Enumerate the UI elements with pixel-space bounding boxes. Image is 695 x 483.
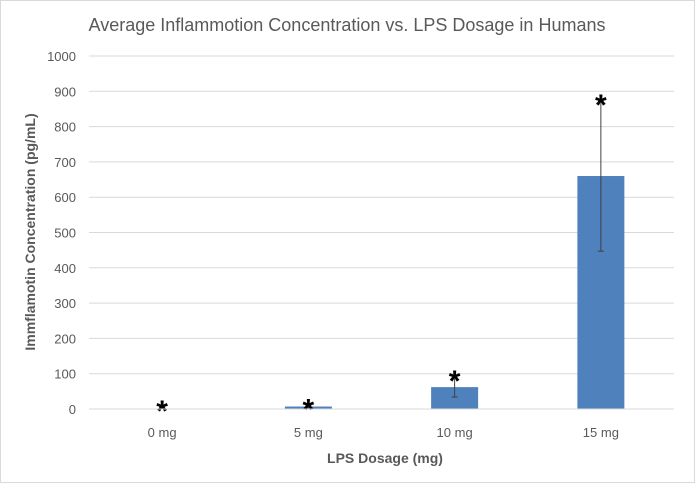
significance-asterisk: * bbox=[595, 89, 607, 122]
y-tick-label: 700 bbox=[54, 155, 76, 170]
significance-asterisk: * bbox=[156, 395, 168, 428]
y-tick-label: 300 bbox=[54, 296, 76, 311]
y-tick-label: 100 bbox=[54, 367, 76, 382]
y-tick-label: 200 bbox=[54, 331, 76, 346]
x-axis-label: LPS Dosage (mg) bbox=[327, 450, 443, 466]
y-tick-label: 600 bbox=[54, 190, 76, 205]
x-tick-label: 5 mg bbox=[294, 425, 323, 440]
y-tick-label: 800 bbox=[54, 120, 76, 135]
y-tick-label: 0 bbox=[69, 402, 76, 417]
bar-10-mg bbox=[431, 387, 479, 409]
significance-markers: * * * * bbox=[156, 89, 607, 428]
x-tick-label: 10 mg bbox=[437, 425, 473, 440]
x-axis-ticks: 0 mg 5 mg 10 mg 15 mg bbox=[148, 425, 619, 440]
y-tick-label: 500 bbox=[54, 226, 76, 241]
y-tick-label: 900 bbox=[54, 84, 76, 99]
x-tick-label: 15 mg bbox=[583, 425, 619, 440]
y-axis-ticks: 0 100 200 300 400 500 600 700 800 900 1000 bbox=[47, 49, 76, 417]
x-tick-label: 0 mg bbox=[148, 425, 177, 440]
y-tick-label: 400 bbox=[54, 261, 76, 276]
chart-title: Average Inflammotion Concentration vs. L… bbox=[89, 15, 606, 35]
gridlines bbox=[89, 55, 674, 375]
y-tick-label: 1000 bbox=[47, 49, 76, 64]
significance-asterisk: * bbox=[303, 393, 315, 426]
error-bars bbox=[159, 100, 604, 410]
y-axis-label: Immflamotin Concentration (pg/mL) bbox=[22, 113, 38, 350]
significance-asterisk: * bbox=[449, 365, 461, 398]
